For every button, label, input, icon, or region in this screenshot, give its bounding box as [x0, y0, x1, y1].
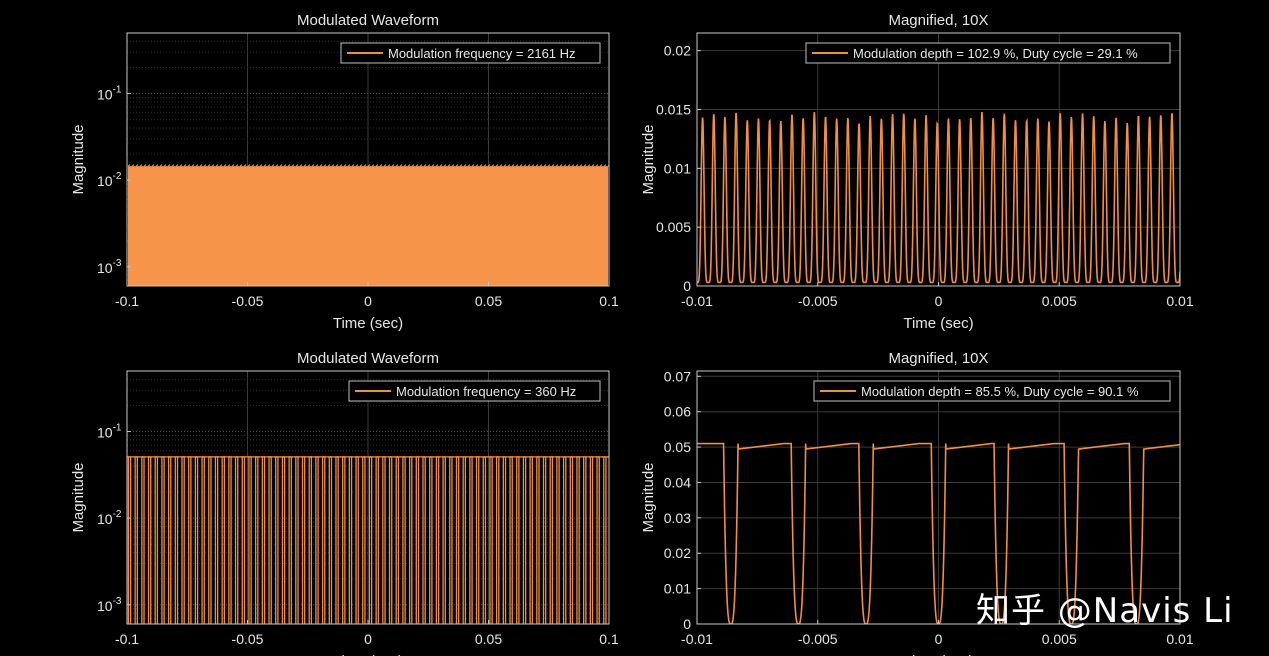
- series-line: [697, 112, 1180, 284]
- y-tick-label: 0.05: [664, 439, 691, 455]
- x-tick-label: 0: [364, 631, 372, 647]
- y-tick-label: 0.03: [664, 510, 691, 526]
- chart-title: Magnified, 10X: [888, 12, 988, 29]
- y-tick-label: 0.07: [664, 368, 691, 384]
- series-fill: [128, 166, 608, 286]
- y-tick-label: 10-3: [97, 258, 122, 276]
- y-axis-label: Magnitude: [640, 462, 657, 532]
- x-tick-label: -0.1: [115, 293, 139, 309]
- y-tick-label: 0: [683, 616, 691, 632]
- x-tick-label: 0: [935, 293, 943, 309]
- series-line: [697, 442, 1180, 624]
- chart-1: -0.1 -0.05 0 0.05 0.1 10-3 10-2 10-1 Modulated W…: [70, 12, 619, 332]
- y-tick-label: 10-2: [97, 171, 122, 189]
- legend-label: Modulation frequency = 360 Hz: [396, 384, 576, 399]
- x-tick-label: 0.05: [475, 293, 502, 309]
- y-tick-label: 0.015: [656, 101, 691, 117]
- x-tick-label: 0.1: [599, 293, 619, 309]
- x-tick-label: 0.1: [599, 631, 619, 647]
- x-tick-label: 0.005: [1042, 293, 1077, 309]
- legend: Modulation depth = 102.9 %, Duty cycle =…: [805, 42, 1171, 64]
- chart-4: -0.01 -0.005 0 0.005 0.01 0 0.01 0.02 0.03 0.04 0.…: [640, 350, 1194, 656]
- y-tick-label: 10-1: [97, 423, 122, 441]
- y-tick-label: 0: [683, 278, 691, 294]
- x-axis-label: Time (sec): [903, 653, 973, 656]
- legend-box: [805, 42, 1171, 64]
- x-tick-label: 0.01: [1166, 631, 1193, 647]
- chart-title: Modulated Waveform: [297, 12, 439, 29]
- y-axis-label: Magnitude: [70, 124, 87, 194]
- x-axis-label: Time (sec): [903, 315, 973, 332]
- legend-label: Modulation depth = 85.5 %, Duty cycle = …: [861, 384, 1139, 399]
- minor-grid: [127, 370, 609, 625]
- x-tick-label: -0.05: [232, 293, 264, 309]
- y-tick-label: 0.005: [656, 219, 691, 235]
- data-layer: [127, 456, 609, 624]
- y-tick-label: 10-1: [97, 85, 122, 103]
- y-tick-label: 10-3: [97, 596, 122, 614]
- legend: Modulation frequency = 360 Hz: [348, 380, 601, 402]
- y-tick-label: 0.06: [664, 404, 691, 420]
- legend-label: Modulation depth = 102.9 %, Duty cycle =…: [853, 46, 1138, 61]
- data-layer: [697, 112, 1180, 284]
- x-axis-label: Time (sec): [333, 653, 403, 656]
- x-tick-label: -0.05: [232, 631, 264, 647]
- legend-box: [340, 42, 601, 64]
- legend-label: Modulation frequency = 2161 Hz: [388, 46, 576, 61]
- x-tick-label: 0: [935, 631, 943, 647]
- watermark: 知乎 @Navis Li: [976, 591, 1234, 631]
- legend: Modulation depth = 85.5 %, Duty cycle = …: [813, 380, 1171, 402]
- x-tick-label: 0.005: [1042, 631, 1077, 647]
- x-tick-label: 0.05: [475, 631, 502, 647]
- y-tick-label: 10-2: [97, 509, 122, 527]
- chart-3: -0.1 -0.05 0 0.05 0.1 10-3 10-2 10-1 Modulated W…: [70, 350, 619, 656]
- x-tick-label: -0.01: [681, 293, 713, 309]
- data-layer: [697, 442, 1180, 624]
- y-tick-label: 0.01: [664, 160, 691, 176]
- chart-title: Magnified, 10X: [888, 350, 988, 367]
- legend-box: [813, 380, 1171, 402]
- chart-2: -0.01 -0.005 0 0.005 0.01 0 0.005 0.01 0.015 0.02…: [640, 12, 1194, 332]
- x-axis-label: Time (sec): [333, 315, 403, 332]
- data-layer: [127, 164, 609, 286]
- y-tick-label: 0.01: [664, 581, 691, 597]
- x-tick-label: 0: [364, 293, 372, 309]
- x-tick-label: 0.01: [1166, 293, 1193, 309]
- chart-title: Modulated Waveform: [297, 350, 439, 367]
- y-tick-label: 0.02: [664, 545, 691, 561]
- x-tick-label: -0.1: [115, 631, 139, 647]
- y-tick-label: 0.04: [664, 474, 691, 490]
- legend: Modulation frequency = 2161 Hz: [340, 42, 601, 64]
- series-envelope: [127, 164, 609, 167]
- y-axis-label: Magnitude: [640, 124, 657, 194]
- x-tick-label: -0.005: [798, 631, 838, 647]
- legend-box: [348, 380, 601, 402]
- x-tick-label: -0.01: [681, 631, 713, 647]
- y-axis-label: Magnitude: [70, 462, 87, 532]
- y-tick-label: 0.02: [664, 43, 691, 59]
- x-tick-label: -0.005: [798, 293, 838, 309]
